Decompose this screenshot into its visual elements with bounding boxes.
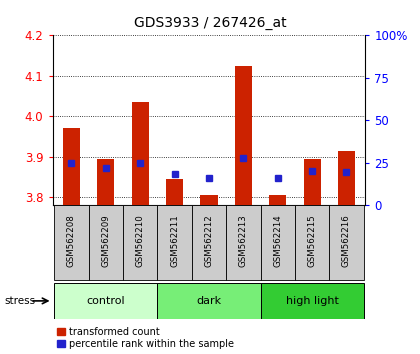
Bar [131, 102, 149, 205]
Bar [54, 205, 89, 280]
Bar [158, 283, 260, 319]
Bar [260, 205, 295, 280]
Bar [158, 205, 192, 280]
Bar [260, 283, 364, 319]
Text: GSM562210: GSM562210 [136, 215, 144, 267]
Bar [97, 159, 114, 205]
Text: GSM562214: GSM562214 [273, 215, 282, 267]
Bar [123, 205, 158, 280]
Text: control: control [87, 296, 125, 306]
Bar [89, 205, 123, 280]
Bar [269, 195, 286, 205]
Text: GSM562215: GSM562215 [307, 215, 317, 267]
Bar [192, 205, 226, 280]
Bar [166, 179, 183, 205]
Bar [304, 159, 321, 205]
Text: GDS3933 / 267426_at: GDS3933 / 267426_at [134, 16, 286, 30]
Bar [235, 66, 252, 205]
Bar [200, 195, 218, 205]
Text: GSM562216: GSM562216 [342, 215, 351, 267]
Text: GSM562209: GSM562209 [101, 215, 110, 267]
Bar [63, 129, 80, 205]
Bar [329, 205, 364, 280]
Text: GSM562212: GSM562212 [205, 215, 213, 267]
Text: high light: high light [286, 296, 339, 306]
Text: GSM562211: GSM562211 [170, 215, 179, 267]
Text: GSM562208: GSM562208 [67, 215, 76, 267]
Bar [295, 205, 329, 280]
Bar [54, 283, 158, 319]
Text: dark: dark [197, 296, 221, 306]
Legend: transformed count, percentile rank within the sample: transformed count, percentile rank withi… [58, 327, 234, 349]
Text: GSM562213: GSM562213 [239, 215, 248, 267]
Text: stress: stress [4, 296, 35, 306]
Bar [226, 205, 260, 280]
Bar [338, 151, 355, 205]
